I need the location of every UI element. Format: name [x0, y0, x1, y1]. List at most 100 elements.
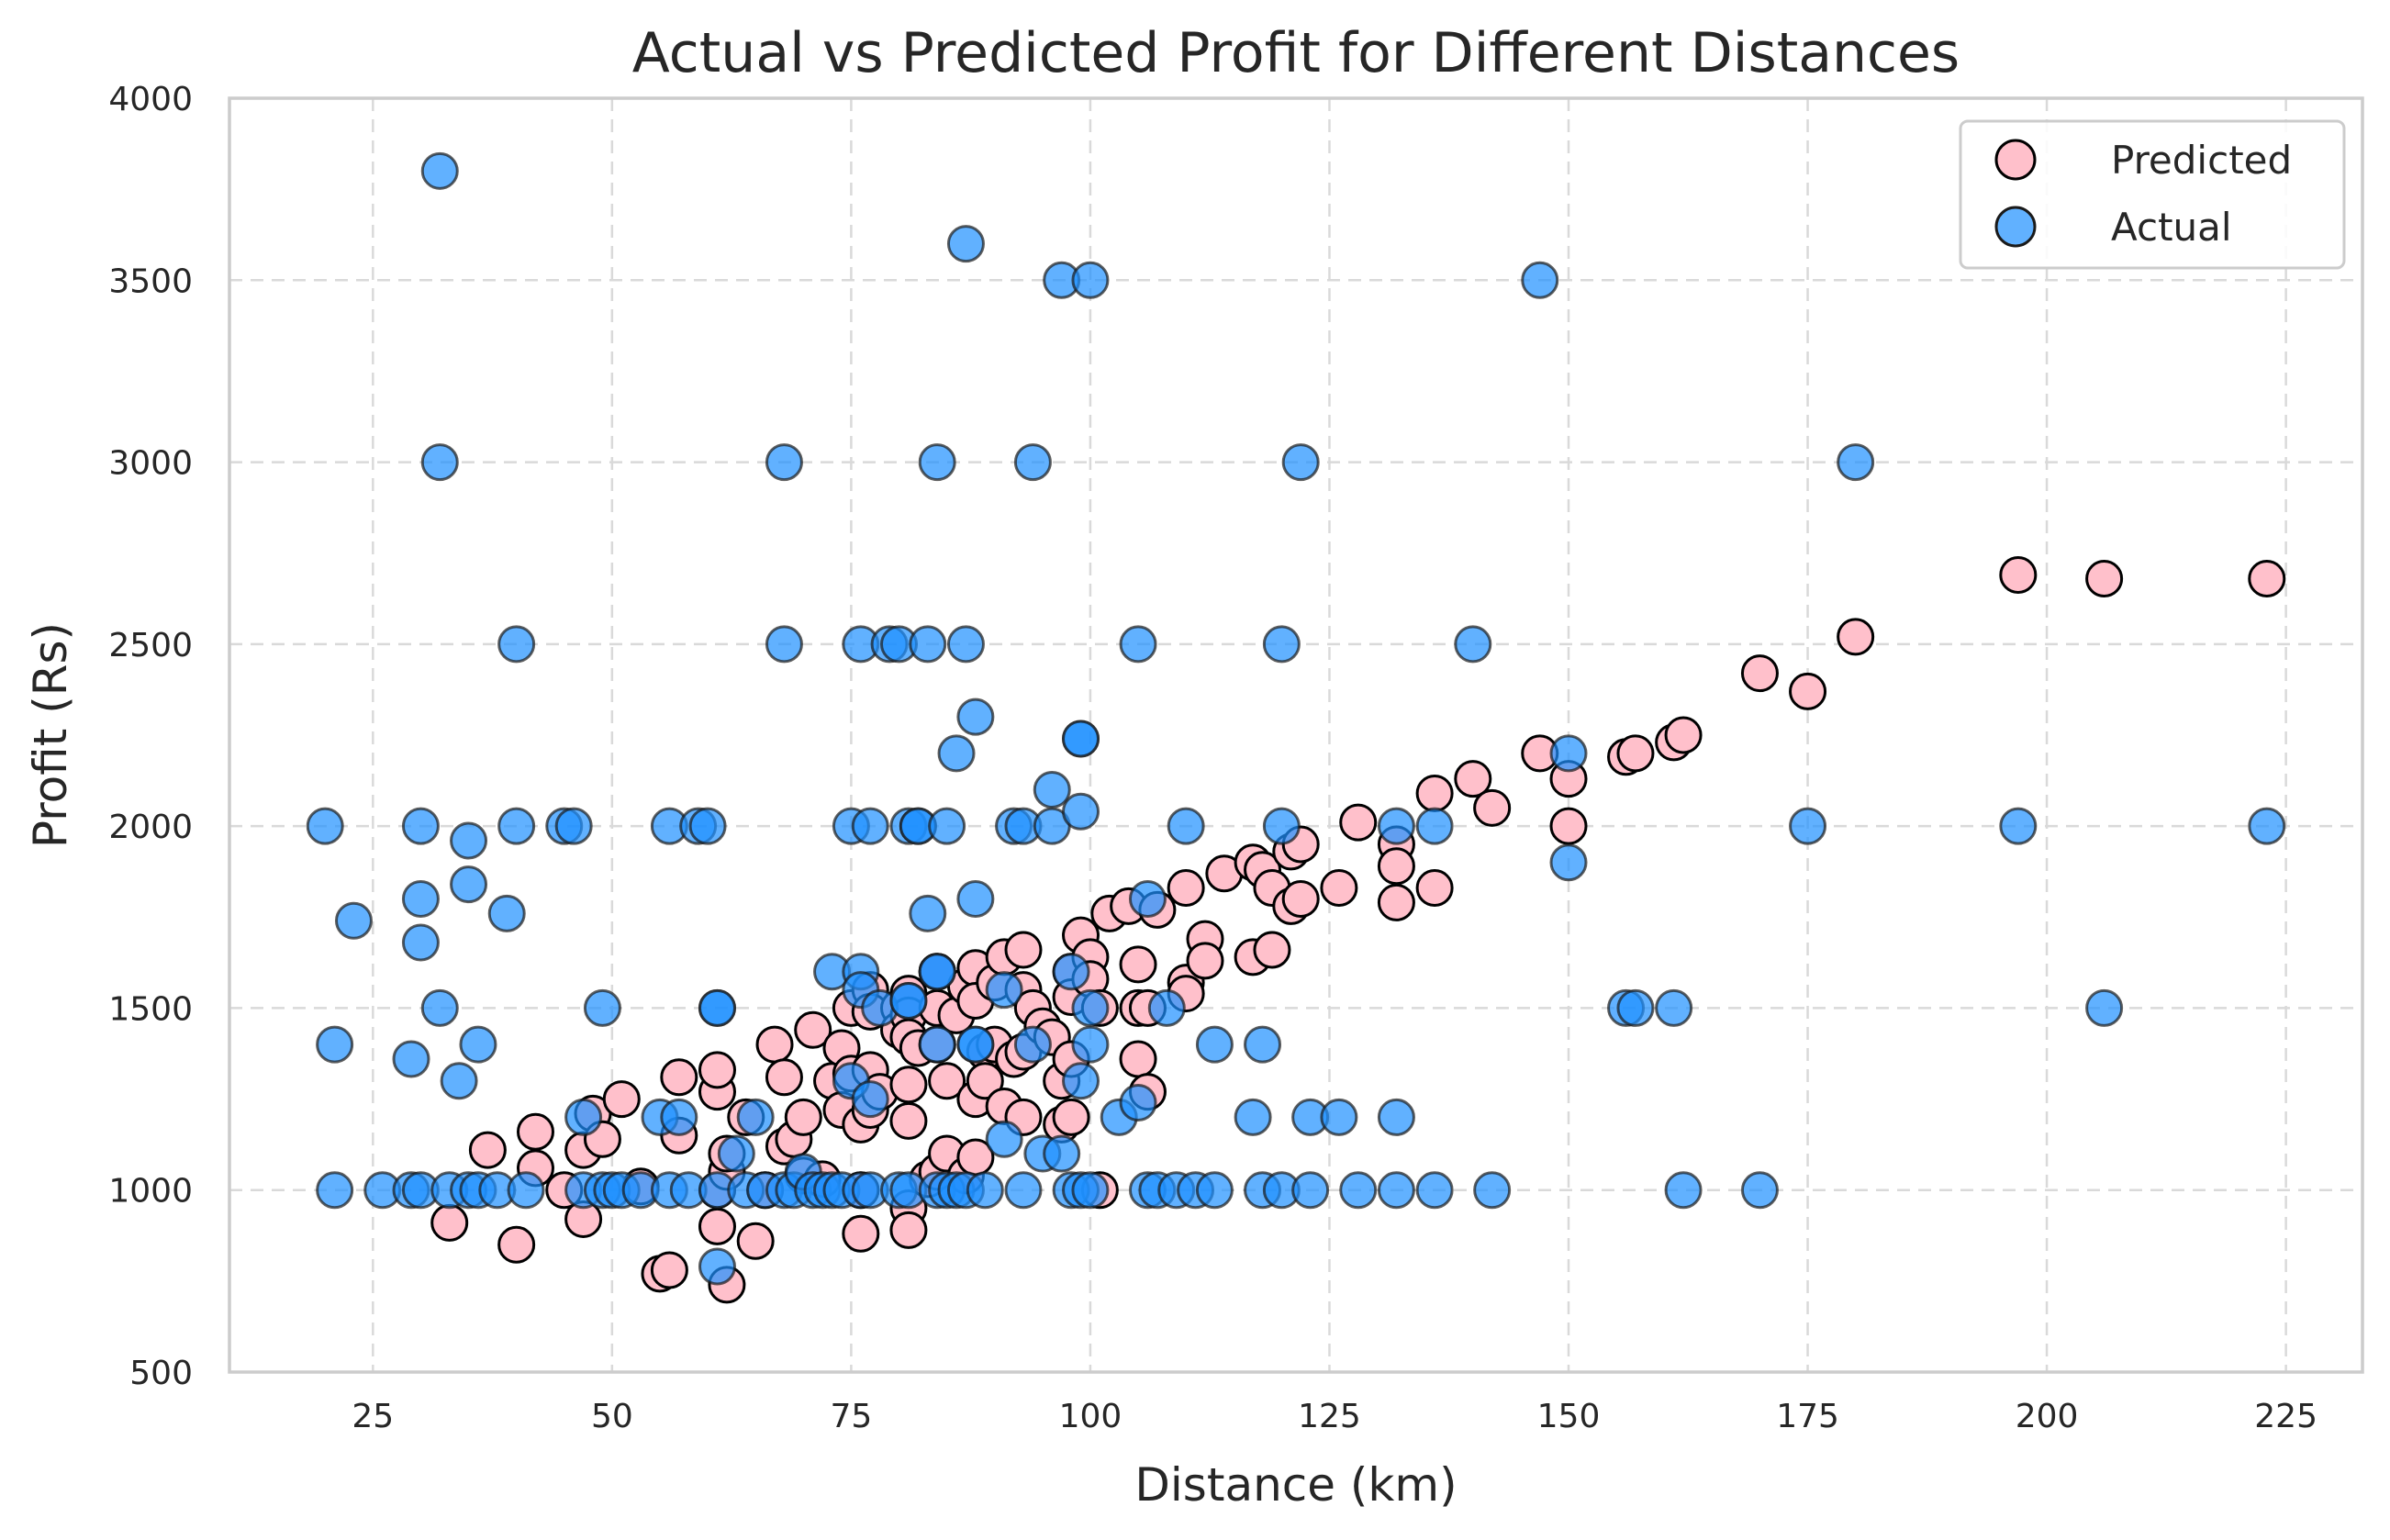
data-point-actual — [1013, 1025, 1052, 1064]
data-point-actual — [401, 879, 440, 918]
data-point-actual — [564, 1098, 603, 1136]
legend: Predicted Actual — [1959, 119, 2346, 270]
data-point-predicted — [736, 1222, 775, 1260]
data-point-actual — [334, 901, 373, 940]
legend-marker-actual — [1994, 206, 2037, 248]
data-point-predicted — [516, 1112, 554, 1151]
data-point-predicted — [1052, 1098, 1090, 1136]
data-point-predicted — [842, 1214, 880, 1253]
data-point-actual — [1071, 1171, 1110, 1210]
data-point-actual — [736, 1098, 775, 1136]
y-tick-label: 1000 — [108, 1173, 193, 1211]
data-point-actual — [1837, 443, 1875, 482]
data-point-actual — [1999, 807, 2038, 845]
data-point-actual — [1128, 879, 1167, 918]
x-tick-label: 100 — [1059, 1398, 1122, 1435]
data-point-actual — [909, 625, 947, 664]
data-point-predicted — [468, 1131, 507, 1169]
data-point-predicted — [1473, 788, 1512, 827]
data-point-predicted — [698, 1207, 736, 1245]
data-point-actual — [918, 1025, 956, 1064]
data-point-actual — [440, 1062, 478, 1100]
data-point-actual — [1043, 1134, 1081, 1173]
data-point-predicted — [1119, 945, 1157, 984]
data-point-predicted — [1253, 931, 1291, 969]
data-point-actual — [392, 1040, 430, 1078]
x-tick-label: 75 — [830, 1398, 872, 1435]
data-point-actual — [420, 151, 459, 190]
data-point-actual — [1339, 1171, 1378, 1210]
data-point-actual — [765, 625, 803, 664]
legend-marker-predicted — [1994, 139, 2037, 181]
data-point-predicted — [1320, 869, 1358, 908]
y-tick-label: 2500 — [108, 627, 193, 664]
data-point-actual — [1071, 1025, 1110, 1064]
data-point-predicted — [602, 1080, 641, 1119]
data-point-actual — [1415, 807, 1454, 845]
data-point-actual — [1167, 807, 1205, 845]
chart-title: Actual vs Predicted Profit for Different… — [632, 21, 1960, 85]
data-point-actual — [851, 807, 889, 845]
data-point-predicted — [1454, 760, 1492, 798]
data-point-predicted — [1789, 672, 1827, 710]
data-point-actual — [1119, 625, 1157, 664]
data-point-actual — [1377, 1098, 1415, 1136]
data-point-actual — [1062, 720, 1100, 758]
x-tick-label: 125 — [1298, 1398, 1361, 1435]
x-tick-label: 175 — [1776, 1398, 1839, 1435]
data-point-predicted — [1415, 869, 1454, 908]
data-point-actual — [765, 443, 803, 482]
data-point-actual — [1195, 1171, 1234, 1210]
data-point-actual — [966, 1171, 1004, 1210]
data-point-actual — [698, 988, 736, 1027]
data-point-actual — [1473, 1171, 1512, 1210]
data-point-actual — [1004, 1171, 1043, 1210]
data-point-actual — [928, 807, 966, 845]
data-point-actual — [2248, 807, 2286, 845]
legend-label-actual: Actual — [2111, 205, 2232, 250]
data-point-actual — [909, 894, 947, 932]
data-point-actual — [918, 953, 956, 991]
y-tick-label: 4000 — [108, 81, 193, 118]
data-point-actual — [1244, 1025, 1282, 1064]
data-point-actual — [1291, 1171, 1330, 1210]
data-point-actual — [583, 988, 621, 1027]
data-point-actual — [497, 807, 536, 845]
x-tick-label: 225 — [2254, 1398, 2317, 1435]
data-points — [306, 151, 2286, 1304]
data-point-actual — [450, 865, 488, 904]
data-point-predicted — [928, 1062, 966, 1100]
data-point-actual — [956, 879, 995, 918]
x-tick-label: 50 — [591, 1398, 633, 1435]
data-point-predicted — [755, 1025, 794, 1064]
data-point-predicted — [1415, 774, 1454, 812]
data-point-actual — [1664, 1171, 1703, 1210]
data-point-predicted — [1837, 618, 1875, 656]
y-tick-label: 500 — [129, 1355, 193, 1392]
data-point-actual — [450, 821, 488, 860]
data-point-actual — [487, 894, 526, 932]
data-point-actual — [1062, 792, 1100, 831]
data-point-actual — [1320, 1098, 1358, 1136]
data-point-actual — [554, 807, 593, 845]
data-point-actual — [1454, 625, 1492, 664]
data-point-actual — [1262, 807, 1301, 845]
x-tick-label: 25 — [352, 1398, 394, 1435]
x-tick-label: 150 — [1537, 1398, 1601, 1435]
legend-label-predicted: Predicted — [2111, 138, 2292, 183]
data-point-actual — [1521, 261, 1559, 299]
data-point-actual — [497, 625, 536, 664]
data-point-predicted — [1004, 931, 1043, 969]
data-point-actual — [918, 443, 956, 482]
data-point-actual — [1377, 1171, 1415, 1210]
data-point-predicted — [889, 1211, 928, 1249]
plot-frame — [228, 96, 2364, 1374]
data-point-actual — [1616, 988, 1655, 1027]
data-point-predicted — [794, 1010, 832, 1049]
data-point-actual — [1415, 1171, 1454, 1210]
data-point-actual — [420, 443, 459, 482]
series-actual — [306, 151, 2286, 1286]
data-point-actual — [1655, 988, 1693, 1027]
data-point-predicted — [650, 1251, 688, 1289]
data-point-actual — [698, 1247, 736, 1286]
